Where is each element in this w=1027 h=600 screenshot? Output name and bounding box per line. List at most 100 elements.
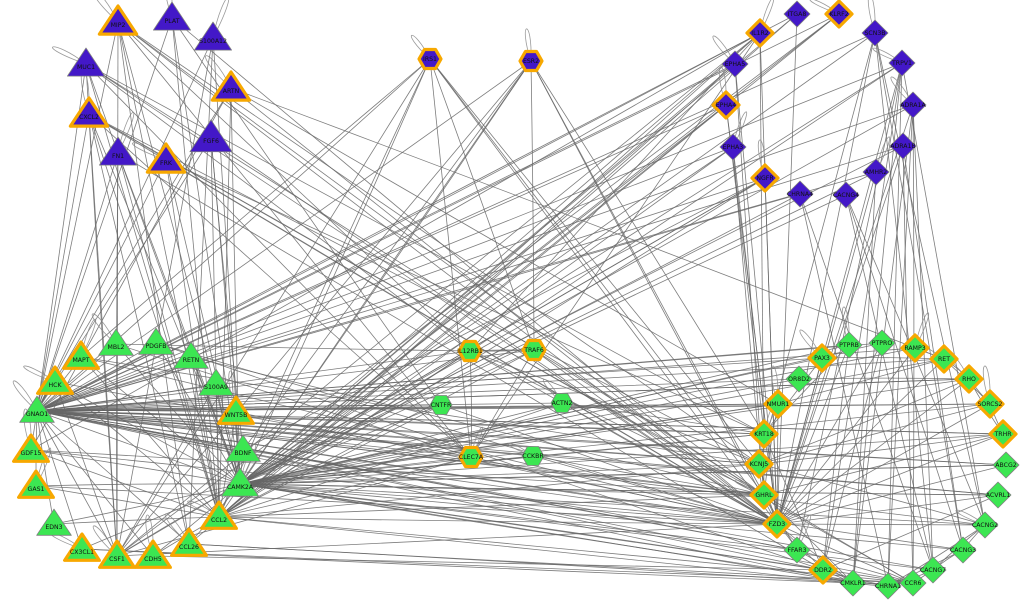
graph-node-cmklr1[interactable] bbox=[839, 569, 867, 597]
graph-node-ghrl[interactable] bbox=[749, 480, 779, 510]
graph-node-cxcl2[interactable] bbox=[68, 96, 110, 128]
graph-node-chrna4[interactable] bbox=[786, 180, 814, 208]
graph-node-adra1a[interactable] bbox=[899, 91, 927, 119]
graph-edge bbox=[239, 58, 431, 485]
graph-node-traf6[interactable] bbox=[521, 338, 547, 362]
graph-node-frk[interactable] bbox=[145, 142, 187, 174]
graph-node-ret[interactable] bbox=[929, 344, 959, 374]
graph-node-ptpro[interactable] bbox=[868, 329, 896, 357]
graph-node-krt18[interactable] bbox=[749, 419, 779, 449]
graph-node-ramp3[interactable] bbox=[900, 333, 930, 363]
graph-node-artn[interactable] bbox=[210, 70, 252, 102]
graph-edge bbox=[85, 63, 765, 496]
graph-node-kcnj5[interactable] bbox=[744, 449, 774, 479]
graph-edge bbox=[218, 402, 563, 518]
graph-edge bbox=[85, 63, 471, 352]
graph-node-edn3[interactable] bbox=[36, 508, 72, 536]
graph-edge bbox=[776, 494, 999, 525]
graph-self-loop bbox=[164, 513, 190, 545]
graph-edge bbox=[88, 113, 760, 465]
graph-node-il1r2[interactable] bbox=[745, 18, 775, 48]
graph-edge bbox=[429, 58, 535, 351]
graph-node-ccl2[interactable] bbox=[200, 500, 238, 530]
graph-node-plat[interactable] bbox=[152, 1, 192, 31]
graph-node-cckbr[interactable] bbox=[521, 446, 545, 466]
graph-node-acvrl1[interactable] bbox=[984, 481, 1012, 509]
graph-node-ccl26[interactable] bbox=[170, 527, 208, 557]
graph-node-cacng3[interactable] bbox=[949, 536, 977, 564]
graph-node-cx3cl1[interactable] bbox=[63, 532, 101, 562]
graph-node-csf1[interactable] bbox=[98, 539, 136, 569]
graph-node-amhr2[interactable] bbox=[862, 158, 890, 186]
graph-self-loop bbox=[712, 35, 736, 65]
graph-node-gdf15[interactable] bbox=[12, 433, 50, 463]
graph-node-gas1[interactable] bbox=[17, 469, 55, 499]
graph-self-loop bbox=[92, 525, 118, 557]
graph-node-or8d2[interactable] bbox=[785, 365, 813, 393]
graph-node-esr2[interactable] bbox=[518, 49, 544, 73]
graph-edge bbox=[35, 485, 778, 525]
graph-node-pdgfb[interactable] bbox=[138, 327, 174, 355]
graph-node-epha5[interactable] bbox=[721, 50, 749, 78]
graph-node-sorcs2[interactable] bbox=[975, 389, 1005, 419]
graph-node-epha4[interactable] bbox=[711, 90, 741, 120]
graph-node-hck[interactable] bbox=[36, 365, 74, 395]
graph-edge bbox=[912, 104, 934, 571]
graph-node-trhr[interactable] bbox=[988, 419, 1018, 449]
graph-node-chrna1[interactable] bbox=[874, 572, 902, 600]
graph-edge bbox=[36, 402, 563, 412]
graph-node-irs1[interactable] bbox=[417, 47, 443, 71]
graph-node-epha3[interactable] bbox=[719, 133, 747, 161]
graph-node-cacng7[interactable] bbox=[919, 556, 947, 584]
graph-edge bbox=[776, 357, 823, 525]
graph-node-actn2[interactable] bbox=[550, 393, 574, 413]
graph-node-muc1[interactable] bbox=[67, 47, 105, 77]
graph-node-fzd3[interactable] bbox=[762, 509, 792, 539]
graph-node-clec7a[interactable] bbox=[458, 445, 484, 469]
graph-node-bdnf[interactable] bbox=[225, 434, 261, 462]
graph-node-ddr2[interactable] bbox=[808, 555, 838, 585]
graph-edge bbox=[239, 483, 889, 587]
graph-node-fgf6[interactable] bbox=[189, 119, 233, 153]
graph-node-ptprb[interactable] bbox=[835, 331, 863, 359]
graph-node-mip2[interactable] bbox=[97, 4, 139, 36]
graph-node-pax3[interactable] bbox=[807, 343, 837, 373]
graph-node-wnt5b[interactable] bbox=[217, 395, 255, 425]
graph-node-cntfr[interactable] bbox=[429, 395, 453, 415]
graph-node-fn1[interactable] bbox=[99, 136, 138, 166]
graph-node-ffar3[interactable] bbox=[783, 536, 811, 564]
graph-node-adra1b[interactable] bbox=[889, 132, 917, 160]
graph-node-scn3b[interactable] bbox=[861, 19, 889, 47]
graph-node-ngfr[interactable] bbox=[750, 163, 780, 193]
graph-node-rho[interactable] bbox=[954, 364, 984, 394]
graph-edge bbox=[239, 62, 903, 485]
graph-edge bbox=[532, 455, 778, 525]
edge-layer bbox=[30, 13, 1007, 587]
graph-node-mapt[interactable] bbox=[62, 340, 100, 370]
graph-node-retn[interactable] bbox=[173, 341, 209, 369]
graph-node-itga8[interactable] bbox=[783, 0, 811, 28]
graph-node-cacng2[interactable] bbox=[971, 511, 999, 539]
graph-node-s100a12[interactable] bbox=[193, 21, 233, 51]
graph-node-ccr6[interactable] bbox=[899, 569, 927, 597]
graph-edge bbox=[85, 63, 765, 435]
graph-edge bbox=[218, 494, 765, 518]
graph-edge bbox=[36, 410, 824, 571]
graph-edge bbox=[36, 177, 766, 412]
graph-node-trpv1[interactable] bbox=[888, 49, 916, 77]
graph-node-nmur1[interactable] bbox=[763, 389, 793, 419]
graph-node-camk2a[interactable] bbox=[220, 467, 260, 497]
graph-node-abcg2[interactable] bbox=[992, 451, 1020, 479]
graph-edge bbox=[116, 383, 217, 557]
graph-node-klrf2[interactable] bbox=[824, 0, 854, 29]
graph-edge bbox=[230, 87, 779, 405]
graph-node-gnao1[interactable] bbox=[19, 395, 55, 423]
graph-node-cdh5[interactable] bbox=[134, 539, 172, 569]
graph-node-cacng4[interactable] bbox=[832, 181, 860, 209]
graph-self-loop bbox=[96, 0, 119, 23]
graph-edge bbox=[530, 60, 778, 525]
graph-node-s100a9[interactable] bbox=[198, 368, 234, 396]
graph-node-il12rb1[interactable] bbox=[457, 339, 483, 363]
graph-node-mbl2[interactable] bbox=[98, 328, 134, 356]
graph-edge bbox=[190, 356, 241, 485]
